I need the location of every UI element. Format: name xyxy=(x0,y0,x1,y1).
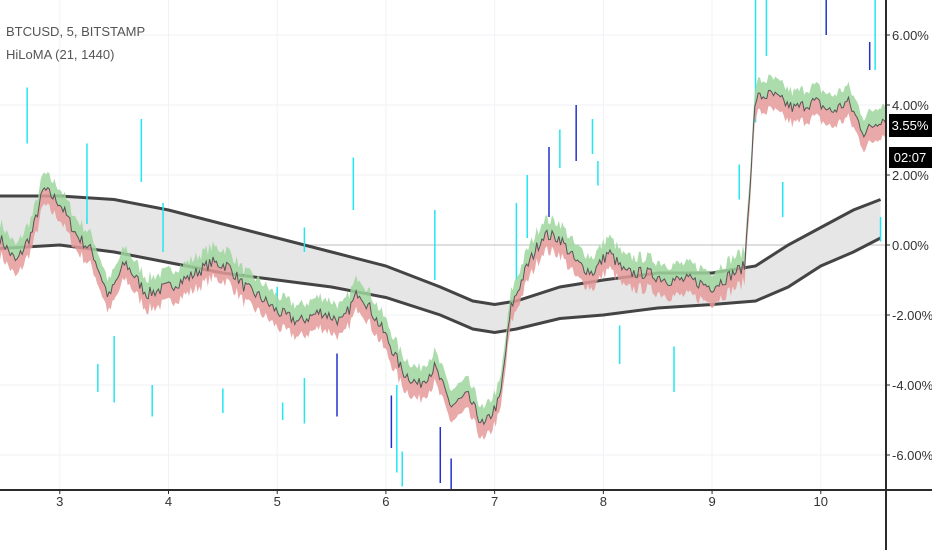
volume-spikes xyxy=(26,0,882,490)
indicator-legend[interactable]: HiLoMA (21, 1440) xyxy=(6,47,115,62)
long-ma-fill xyxy=(0,196,881,333)
countdown-badge-bg xyxy=(889,147,932,168)
y-tick-label-0: 6.00% xyxy=(892,28,929,43)
price-change-badge-bg xyxy=(889,114,932,137)
x-tick-label-6: 9 xyxy=(708,494,715,509)
countdown-badge: 02:07 xyxy=(894,150,927,165)
price-change-badge: 3.55% xyxy=(892,118,929,133)
price-line xyxy=(0,89,887,426)
y-tick-label-1: 4.00% xyxy=(892,98,929,113)
price-badges: 3.55% 02:07 xyxy=(889,114,932,168)
y-tick-label-2: 2.00% xyxy=(892,168,929,183)
x-tick-label-2: 5 xyxy=(274,494,281,509)
y-tick-label-5: -4.00% xyxy=(892,378,932,393)
x-tick-label-5: 8 xyxy=(600,494,607,509)
y-axis-bg xyxy=(886,0,932,550)
y-tick-label-3: 0.00% xyxy=(892,238,929,253)
x-tick-label-3: 6 xyxy=(382,494,389,509)
x-tick-label-7: 10 xyxy=(814,494,828,509)
price-band xyxy=(0,74,887,440)
y-tick-label-4: -2.00% xyxy=(892,308,932,323)
x-axis-bg xyxy=(0,490,932,550)
long-ma-upper-line xyxy=(0,194,882,307)
symbol-legend[interactable]: BTCUSD, 5, BITSTAMP xyxy=(6,24,146,39)
x-tick-label-1: 4 xyxy=(165,494,172,509)
y-tick-label-6: -6.00% xyxy=(892,448,932,463)
x-tick-label-0: 3 xyxy=(56,494,63,509)
x-tick-label-4: 7 xyxy=(491,494,498,509)
